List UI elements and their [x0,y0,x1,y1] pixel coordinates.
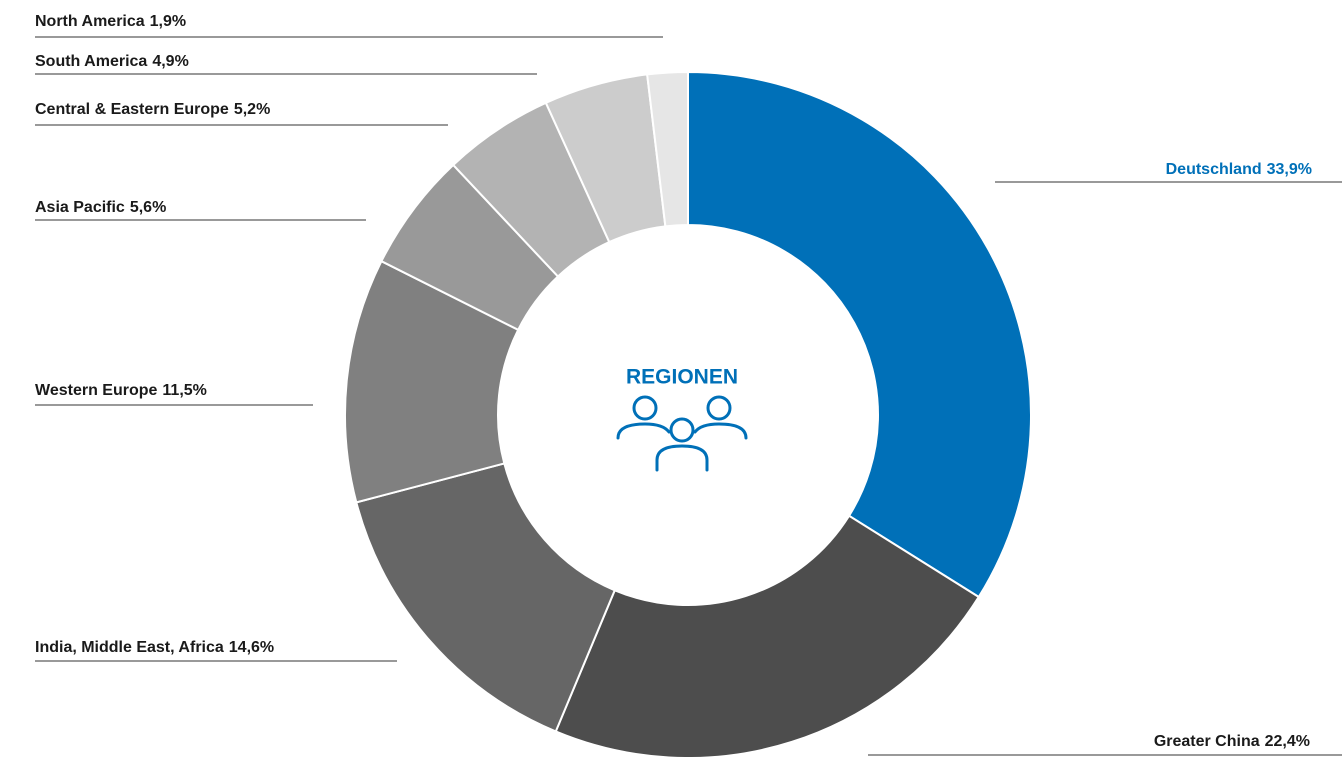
value-label: 11,5% [162,382,206,399]
value-label: 33,9% [1267,161,1312,178]
category-name: Greater China [1154,733,1260,750]
slice-label: South America 4,9% [35,53,189,70]
category-name: Western Europe [35,382,158,399]
category-name: India, Middle East, Africa [35,639,224,656]
value-label: 5,2% [234,101,270,118]
value-label: 14,6% [229,639,274,656]
donut-slice [355,462,617,733]
value-label: 5,6% [130,199,166,216]
category-name: Deutschland [1166,161,1262,178]
slice-label: India, Middle East, Africa 14,6% [35,639,274,656]
value-label: 4,9% [152,53,188,70]
donut-slice [554,514,981,757]
slice-label: Western Europe 11,5% [35,382,207,399]
category-name: Central & Eastern Europe [35,101,229,118]
donut-slice [344,259,520,504]
people-icon [616,395,748,472]
center-label: REGIONEN [626,366,738,389]
donut-slice [687,70,1032,599]
slice-label: Deutschland 33,9% [1166,161,1312,178]
slice-label: Central & Eastern Europe 5,2% [35,101,270,118]
slice-label: North America 1,9% [35,13,186,30]
value-label: 22,4% [1265,733,1310,750]
donut-slice [646,70,689,228]
slice-label: Greater China 22,4% [1154,733,1310,750]
category-name: Asia Pacific [35,199,125,216]
category-name: South America [35,53,147,70]
value-label: 1,9% [150,13,186,30]
slice-label: Asia Pacific 5,6% [35,199,166,216]
category-name: North America [35,13,145,30]
